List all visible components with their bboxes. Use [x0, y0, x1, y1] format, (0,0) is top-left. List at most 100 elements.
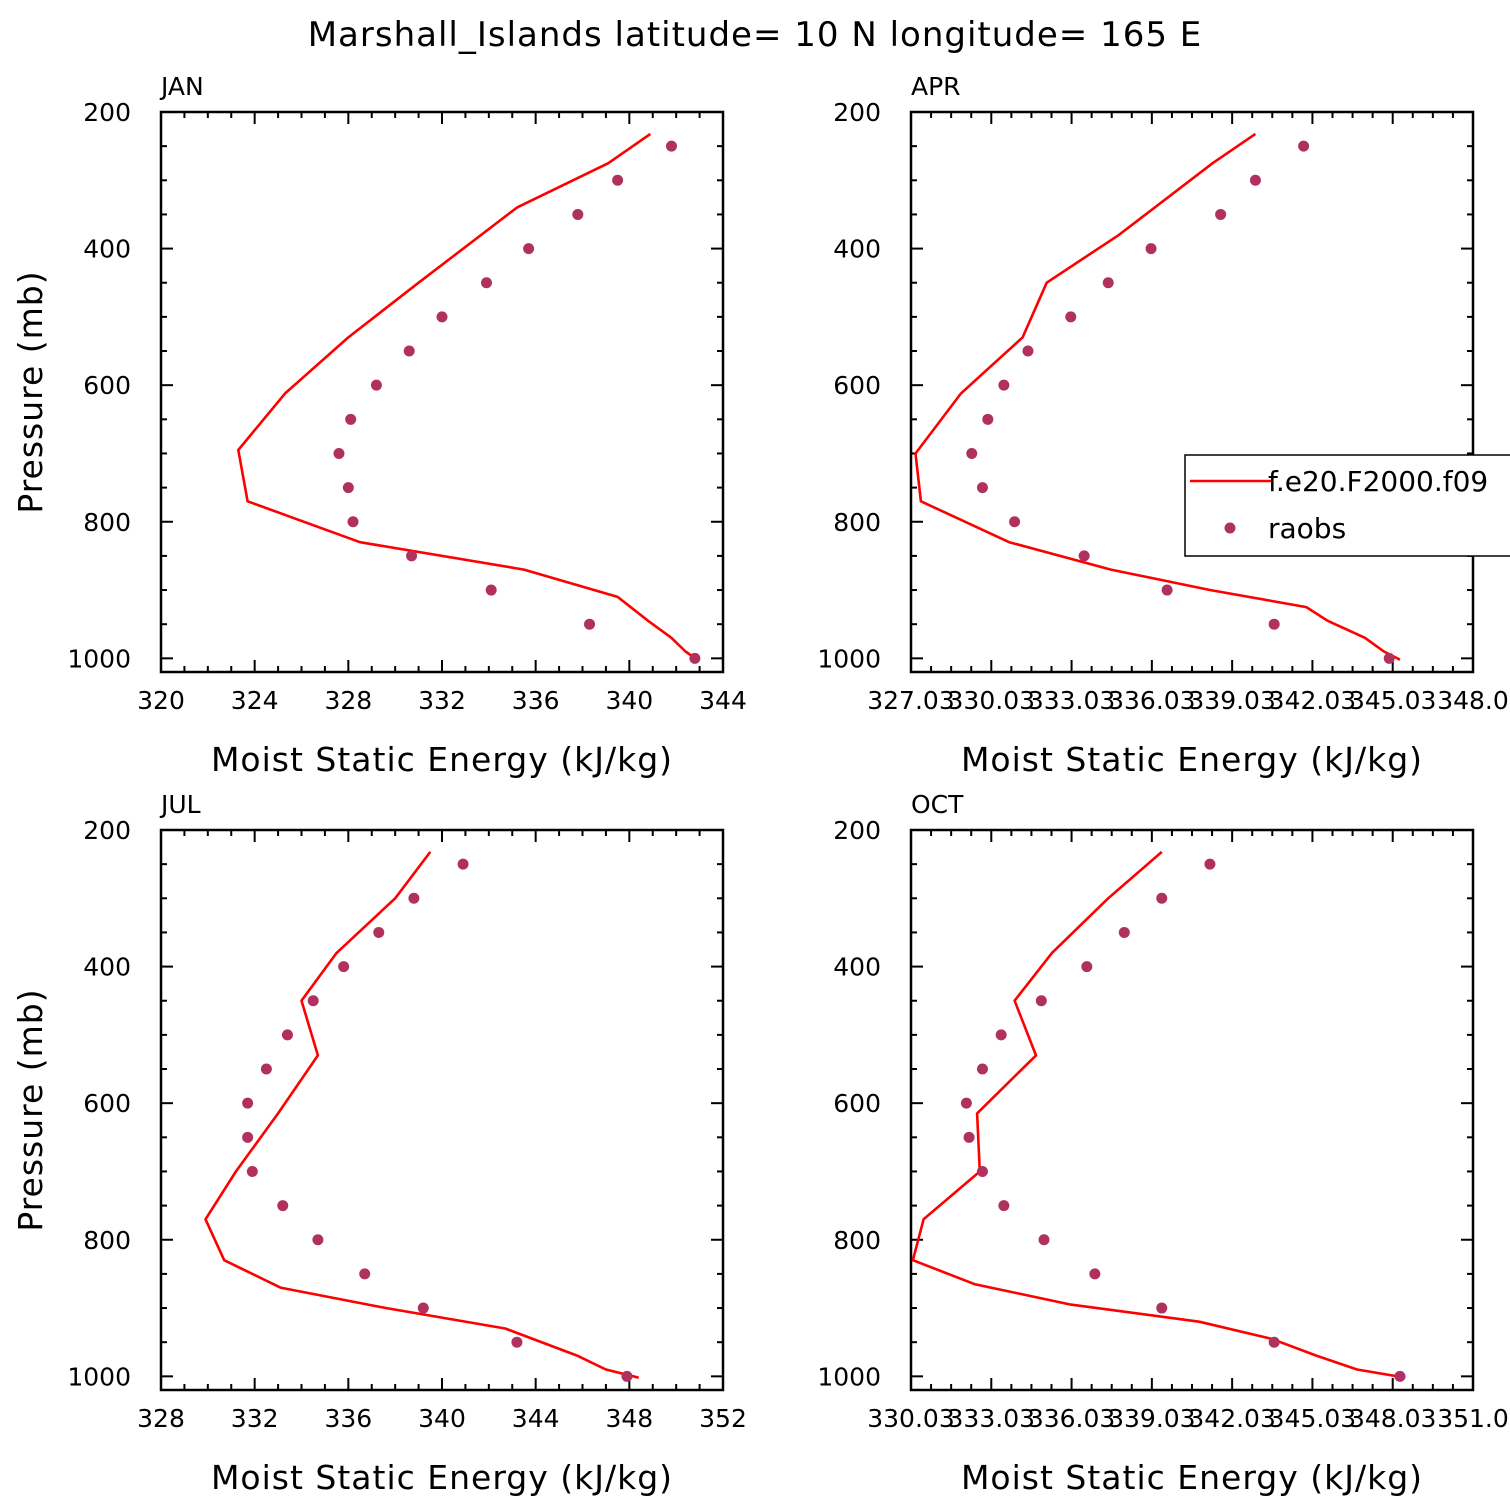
x-tick-label: 333.03 [948, 1404, 1035, 1433]
raobs-marker [1145, 243, 1157, 255]
panel-label: OCT [911, 790, 964, 819]
raobs-marker [345, 413, 357, 425]
x-axis-label: Moist Static Energy (kJ/kg) [211, 1458, 673, 1497]
raobs-marker [1118, 926, 1130, 938]
raobs-marker [347, 516, 359, 528]
raobs-marker [998, 379, 1010, 391]
raobs-marker [1383, 652, 1395, 664]
x-tick-label: 333.03 [1028, 686, 1115, 715]
y-tick-label: 600 [83, 371, 131, 400]
plot-data [914, 132, 1401, 664]
x-tick-label: 352 [699, 1404, 747, 1433]
x-tick-label: 336.03 [1028, 1404, 1115, 1433]
y-tick-label: 200 [83, 98, 131, 127]
legend: f.e20.F2000.f09 raobs [1184, 454, 1510, 557]
x-tick-label: 339.03 [1188, 686, 1275, 715]
raobs-marker [1268, 618, 1280, 630]
raobs-marker [976, 1063, 988, 1075]
x-tick-label: 340 [418, 1404, 466, 1433]
raobs-marker [1268, 1336, 1280, 1348]
raobs-marker [511, 1336, 523, 1348]
raobs-marker [307, 995, 319, 1007]
y-tick-label: 200 [833, 98, 881, 127]
y-axis-label: Pressure (mb) [11, 988, 50, 1231]
y-tick-label: 400 [83, 235, 131, 264]
panel-apr: APR327.03330.03333.03336.03339.03342.033… [817, 72, 1510, 779]
raobs-marker [436, 311, 448, 323]
y-tick-label: 400 [833, 235, 881, 264]
x-tick-label: 328 [324, 686, 372, 715]
x-tick-label: 348.0 [1437, 686, 1509, 715]
x-tick-label: 328 [137, 1404, 185, 1433]
y-tick-label: 400 [833, 953, 881, 982]
x-tick-label: 332 [418, 686, 466, 715]
raobs-marker [281, 1029, 293, 1041]
y-tick-label: 200 [833, 816, 881, 845]
raobs-marker [982, 413, 994, 425]
x-tick-label: 344 [512, 1404, 560, 1433]
raobs-marker [976, 482, 988, 494]
raobs-marker [1204, 858, 1216, 870]
raobs-marker [1038, 1234, 1050, 1246]
y-axis-label: Pressure (mb) [11, 270, 50, 513]
raobs-marker [342, 482, 354, 494]
legend-label-model: f.e20.F2000.f09 [1268, 465, 1488, 498]
y-tick-label: 800 [833, 1226, 881, 1255]
x-tick-label: 342.03 [1188, 1404, 1275, 1433]
raobs-marker [333, 447, 345, 459]
raobs-marker [1156, 1302, 1168, 1314]
raobs-marker [277, 1200, 289, 1212]
raobs-marker [966, 447, 978, 459]
raobs-marker [260, 1063, 272, 1075]
plot-data [911, 850, 1406, 1382]
x-tick-label: 351.0 [1437, 1404, 1509, 1433]
raobs-marker [406, 550, 418, 562]
y-tick-label: 1000 [67, 1362, 131, 1391]
model-profile-line [914, 132, 1401, 661]
raobs-marker [370, 379, 382, 391]
raobs-marker [480, 277, 492, 289]
raobs-marker [963, 1131, 975, 1143]
plot-data [204, 851, 640, 1382]
legend-marker-swatch [1224, 522, 1236, 534]
raobs-marker [1035, 995, 1047, 1007]
x-tick-label: 348 [605, 1404, 653, 1433]
x-tick-label: 345.03 [1349, 686, 1436, 715]
y-tick-label: 800 [83, 1226, 131, 1255]
raobs-marker [1022, 345, 1034, 357]
raobs-marker [976, 1165, 988, 1177]
panel-label: APR [911, 72, 961, 101]
legend-label-obs: raobs [1268, 512, 1346, 545]
raobs-marker [359, 1268, 371, 1280]
raobs-marker [457, 858, 469, 870]
raobs-marker [960, 1097, 972, 1109]
raobs-marker [1161, 584, 1173, 596]
panel-oct: OCT330.03333.03336.03339.03342.03345.033… [817, 790, 1508, 1497]
panel-jul: JUL 328 332 336 340 344 348 352 200 400 600 800 1000… [11, 790, 747, 1497]
raobs-marker [689, 652, 701, 664]
x-tick-label: 330.03 [948, 686, 1035, 715]
raobs-marker [1065, 311, 1077, 323]
raobs-marker [995, 1029, 1007, 1041]
raobs-marker [572, 208, 584, 220]
panels-group: JAN 320 324 328 332 336 340 344 200 400 600 800 1000… [11, 72, 1510, 1497]
raobs-marker [485, 584, 497, 596]
y-tick-label: 600 [833, 1089, 881, 1118]
raobs-marker [312, 1234, 324, 1246]
y-tick-label: 400 [83, 953, 131, 982]
x-tick-label: 336 [324, 1404, 372, 1433]
panel-jan: JAN 320 324 328 332 336 340 344 200 400 600 800 1000… [11, 72, 747, 779]
x-tick-label: 345.03 [1269, 1404, 1356, 1433]
y-tick-label: 1000 [817, 1362, 881, 1391]
raobs-marker [584, 618, 596, 630]
y-tick-label: 200 [83, 816, 131, 845]
raobs-marker [1215, 208, 1227, 220]
x-axis-label: Moist Static Energy (kJ/kg) [961, 1458, 1423, 1497]
y-tick-label: 600 [833, 371, 881, 400]
x-tick-label: 320 [137, 686, 185, 715]
model-profile-line [204, 851, 640, 1379]
panel-label: JUL [159, 790, 201, 819]
raobs-marker [998, 1200, 1010, 1212]
